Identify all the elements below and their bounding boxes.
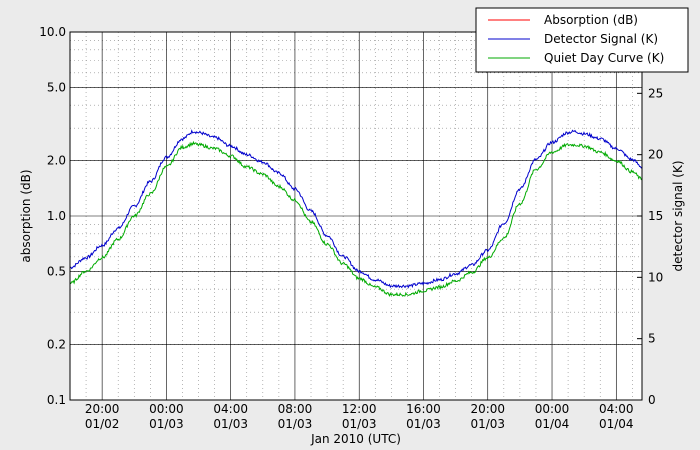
left-axis: 0.1 0.2 0.5 1.0 2.0 5.0 10.0 <box>39 25 66 407</box>
legend-label-quiet-day: Quiet Day Curve (K) <box>544 51 664 65</box>
y-right-tick-label: 20 <box>648 148 663 162</box>
x-tick-label-time: 20:00 <box>470 402 505 416</box>
y-axis-left-label: absorption (dB) <box>19 169 33 262</box>
legend: Absorption (dB) Detector Signal (K) Quie… <box>475 7 689 73</box>
series-line-1 <box>69 129 643 289</box>
x-tick-label-date: 01/03 <box>406 417 441 431</box>
series-line-2 <box>69 140 643 297</box>
x-tick-label-time: 04:00 <box>599 402 634 416</box>
x-tick-label-date: 01/03 <box>470 417 505 431</box>
x-tick-label-date: 01/03 <box>342 417 377 431</box>
x-tick-label-date: 01/03 <box>149 417 184 431</box>
x-tick-label-date: 01/04 <box>535 417 570 431</box>
series-layer <box>69 129 643 297</box>
grid-layer <box>69 31 642 401</box>
y-left-tick-label: 0.2 <box>47 338 66 352</box>
legend-label-detector: Detector Signal (K) <box>544 32 658 46</box>
y-left-tick-label: 1.0 <box>47 209 66 223</box>
x-tick-label-date: 01/03 <box>278 417 313 431</box>
y-left-tick-label: 0.1 <box>47 393 66 407</box>
y-right-tick-label: 15 <box>648 209 663 223</box>
y-axis-right-label: detector signal (K) <box>671 160 685 271</box>
y-left-tick-label: 2.0 <box>47 154 66 168</box>
legend-box <box>475 7 689 73</box>
x-tick-label-time: 16:00 <box>406 402 441 416</box>
y-left-tick-label: 10.0 <box>39 25 66 39</box>
y-right-tick-label: 0 <box>648 393 656 407</box>
x-axis-label: Jan 2010 (UTC) <box>310 432 401 446</box>
y-left-tick-label: 5.0 <box>47 80 66 94</box>
x-tick-label-date: 01/04 <box>599 417 634 431</box>
x-tick-label-time: 08:00 <box>278 402 313 416</box>
x-tick-label-time: 12:00 <box>342 402 377 416</box>
x-axis: 20:0001/0200:0001/0304:0001/0308:0001/03… <box>85 402 634 431</box>
x-tick-label-time: 00:00 <box>149 402 184 416</box>
legend-label-absorption: Absorption (dB) <box>544 13 638 27</box>
x-tick-label-time: 00:00 <box>535 402 570 416</box>
x-tick-label-time: 20:00 <box>85 402 120 416</box>
y-left-tick-label: 0.5 <box>47 264 66 278</box>
x-tick-label-time: 04:00 <box>213 402 248 416</box>
y-right-tick-label: 10 <box>648 270 663 284</box>
x-tick-label-date: 01/03 <box>213 417 248 431</box>
right-axis: 0 5 10 15 20 25 <box>637 86 663 407</box>
x-tick-label-date: 01/02 <box>85 417 120 431</box>
y-right-tick-label: 25 <box>648 86 663 100</box>
y-right-tick-label: 5 <box>648 332 656 346</box>
